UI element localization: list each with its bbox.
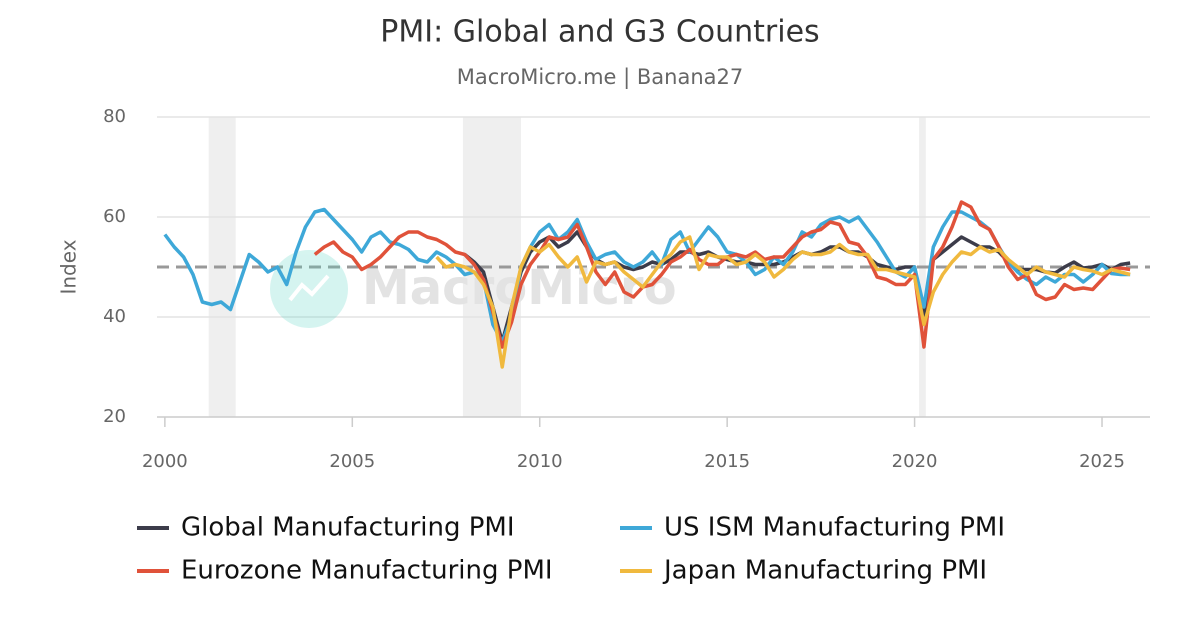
- legend: Global Manufacturing PMI US ISM Manufactu…: [137, 513, 1005, 586]
- y-tick-label: 40: [103, 306, 126, 327]
- x-tick-label: 2020: [892, 451, 938, 472]
- x-tick-label: 2000: [142, 451, 188, 472]
- legend-label: Eurozone Manufacturing PMI: [181, 556, 553, 586]
- series-line: [163, 207, 1131, 344]
- legend-label: Global Manufacturing PMI: [181, 513, 515, 543]
- y-tick-label: 80: [103, 106, 126, 127]
- y-axis-label: Index: [57, 239, 81, 294]
- watermark-icon: [270, 250, 348, 328]
- x-tick-label: 2015: [704, 451, 750, 472]
- legend-label: Japan Manufacturing PMI: [662, 556, 987, 586]
- y-tick-label: 60: [103, 206, 126, 227]
- series-line: [435, 235, 1131, 369]
- y-tick-label: 20: [103, 406, 126, 427]
- x-tick-label: 2010: [517, 451, 563, 472]
- series-line: [313, 200, 1131, 349]
- chart-subtitle: MacroMicro.me | Banana27: [457, 65, 744, 90]
- watermark-glyph: [288, 274, 330, 302]
- grid-layer: 20 40 60 80 2000 2005 2010 2015 2020 2025: [103, 106, 1150, 472]
- x-tick-label: 2025: [1079, 451, 1125, 472]
- x-tick-label: 2005: [329, 451, 375, 472]
- chart-title: PMI: Global and G3 Countries: [380, 15, 819, 50]
- legend-label: US ISM Manufacturing PMI: [664, 513, 1005, 543]
- lines-layer: [163, 200, 1131, 369]
